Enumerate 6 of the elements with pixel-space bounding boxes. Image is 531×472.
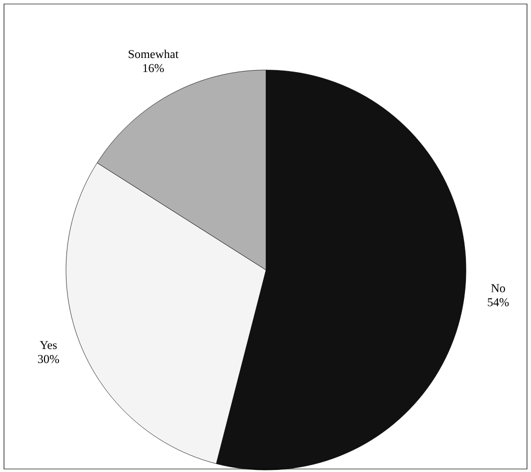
slice-label: Somewhat	[128, 50, 179, 58]
data-label: 30%	[38, 355, 60, 364]
slice-label: Yes	[40, 341, 57, 350]
data-label: 16%	[143, 64, 164, 72]
slice-label: No	[491, 284, 506, 292]
data-label: 54%	[488, 298, 509, 306]
